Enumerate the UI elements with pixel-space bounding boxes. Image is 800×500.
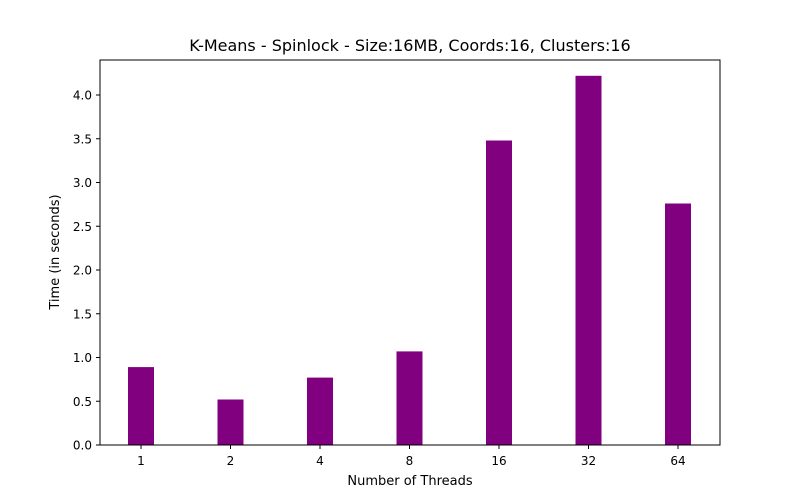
y-tick-label: 0.5 [73, 395, 92, 409]
y-axis-label: Time (in seconds) [48, 194, 63, 310]
y-axis-ticks: 0.0 0.5 1.0 1.5 2.0 2.5 3.0 3.5 4.0 [73, 89, 100, 453]
x-tick-label: 32 [581, 454, 596, 468]
y-tick-label: 3.5 [73, 132, 92, 146]
y-tick-label: 3.0 [73, 176, 92, 190]
bar-4 [307, 377, 333, 445]
x-tick-label: 1 [137, 454, 145, 468]
bar-16 [486, 140, 512, 445]
plot-frame [99, 59, 721, 446]
x-tick-label: 64 [670, 454, 685, 468]
y-tick-label: 4.0 [73, 89, 92, 103]
bar-32 [575, 75, 602, 446]
x-tick-label: 2 [227, 454, 235, 468]
y-tick-label: 2.0 [73, 264, 92, 278]
x-tick-label: 16 [491, 454, 506, 468]
y-tick-label: 0.0 [73, 439, 92, 453]
x-tick-label: 4 [316, 454, 324, 468]
bar-1 [128, 367, 154, 445]
y-tick-label: 1.5 [73, 307, 92, 321]
bars-group [128, 75, 691, 446]
x-axis-ticks: 1 2 4 8 16 32 64 [137, 445, 686, 468]
bar-64 [665, 203, 691, 445]
bar-8 [396, 351, 423, 445]
y-tick-label: 2.5 [73, 220, 92, 234]
x-axis-label: Number of Threads [347, 474, 472, 489]
x-tick-label: 8 [406, 454, 414, 468]
chart-title: K-Means - Spinlock - Size:16MB, Coords:1… [189, 36, 630, 55]
bar-2 [217, 399, 244, 445]
y-tick-label: 1.0 [73, 351, 92, 365]
